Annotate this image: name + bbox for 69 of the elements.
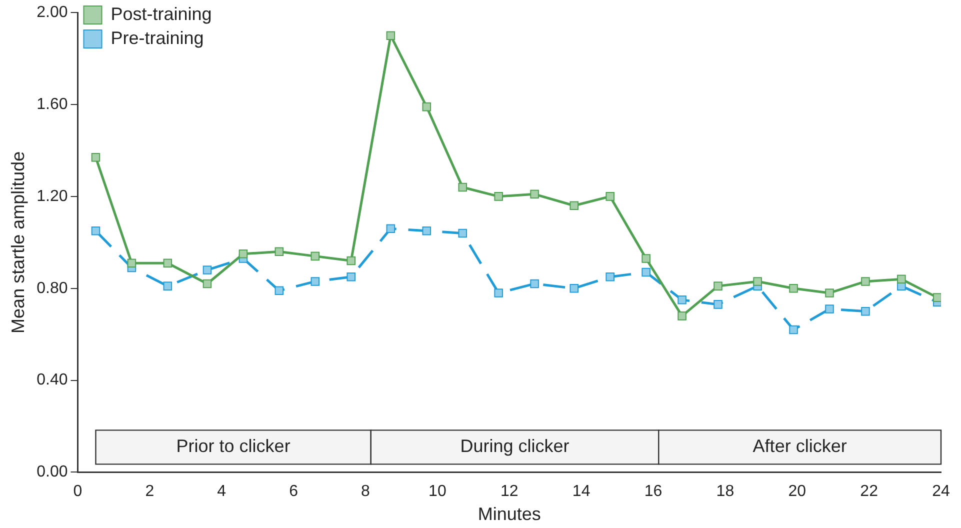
x-tick-label: 22	[860, 483, 878, 500]
x-tick-label: 14	[572, 483, 590, 500]
y-tick-label: 1.60	[36, 96, 68, 113]
point	[346, 256, 356, 266]
point	[202, 266, 212, 274]
x-tick-label: 12	[500, 483, 518, 500]
x-tick-label: 6	[289, 483, 298, 500]
x-tick-label: 8	[361, 483, 370, 500]
point	[678, 295, 686, 304]
y-tick-label: 0.00	[36, 464, 68, 481]
x-tick-label: 4	[217, 483, 226, 500]
point	[422, 102, 432, 112]
point	[530, 190, 539, 199]
x-axis-title: Minutes	[478, 504, 541, 524]
point	[530, 279, 539, 288]
point	[163, 282, 172, 290]
point	[753, 277, 762, 286]
point	[494, 192, 503, 201]
legend-label: Post-training	[110, 4, 212, 24]
x-tick-label: 20	[788, 483, 806, 500]
point	[422, 226, 432, 236]
y-tick-label: 0.40	[36, 372, 68, 389]
point	[346, 272, 356, 282]
x-tick-label: 18	[716, 483, 734, 500]
point	[861, 306, 870, 316]
point	[606, 192, 614, 201]
point	[714, 282, 722, 290]
y-tick-label: 2.00	[36, 4, 68, 22]
point	[897, 274, 906, 284]
point	[825, 304, 834, 314]
point	[127, 258, 136, 268]
x-tick-label: 2	[145, 483, 154, 500]
point	[91, 152, 100, 162]
point	[789, 284, 798, 293]
x-tick-label: 16	[644, 483, 662, 500]
point	[274, 247, 284, 256]
band-label: After clicker	[752, 436, 847, 456]
point	[458, 228, 467, 238]
legend-label: Pre-training	[110, 28, 204, 48]
point	[678, 312, 686, 320]
point	[642, 254, 650, 263]
x-tick-label: 0	[73, 483, 82, 500]
point	[386, 31, 396, 40]
point	[310, 277, 320, 286]
point	[933, 293, 941, 302]
y-axis-title: Mean startle amplitude	[8, 151, 28, 334]
point	[386, 224, 396, 233]
point	[570, 201, 579, 210]
x-tick-label: 24	[932, 483, 950, 500]
point	[458, 182, 467, 192]
point	[606, 272, 614, 282]
point	[494, 288, 503, 298]
band-label: Prior to clicker	[176, 436, 290, 456]
point	[202, 279, 212, 288]
point	[163, 258, 172, 268]
point	[570, 284, 579, 293]
point	[238, 250, 248, 258]
band-label: During clicker	[460, 436, 570, 456]
point	[825, 288, 834, 298]
point	[642, 268, 650, 277]
y-tick-label: 0.80	[36, 280, 68, 297]
point	[310, 252, 320, 261]
y-tick-label: 1.20	[36, 188, 68, 205]
x-tick-label: 10	[428, 483, 446, 500]
point	[789, 325, 798, 334]
point	[91, 226, 100, 236]
point	[274, 286, 284, 296]
point	[714, 300, 722, 309]
point	[861, 277, 870, 286]
